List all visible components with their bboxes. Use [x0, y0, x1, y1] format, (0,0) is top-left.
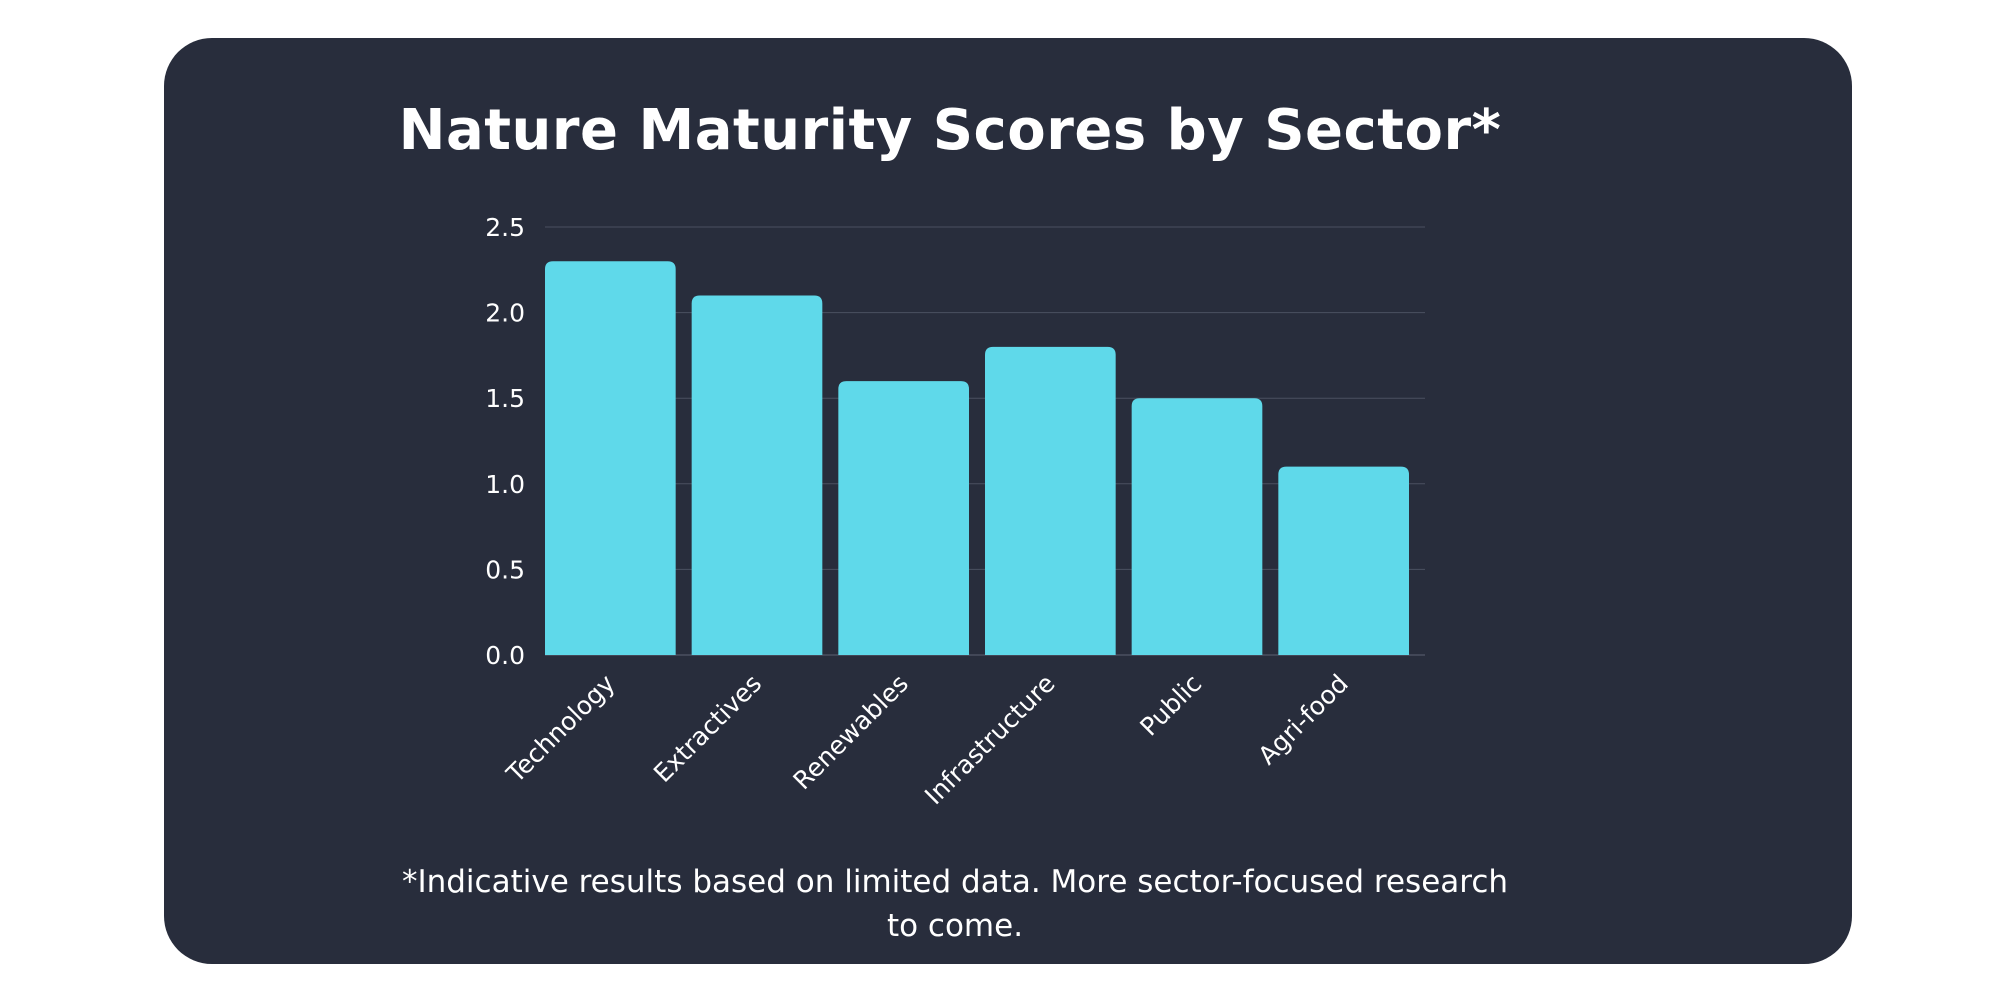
- chart-title: Nature Maturity Scores by Sector*: [398, 98, 1502, 163]
- x-tick-label: Extractives: [648, 669, 767, 788]
- footnote-line-2: to come.: [886, 908, 1024, 944]
- bar-extractives: [691, 295, 823, 655]
- y-axis-ticks: 0.0 0.5 1.0 1.5 2.0 2.5: [485, 213, 525, 670]
- bar-public: [1131, 398, 1263, 655]
- footnote-line-1: *Indicative results based on limited dat…: [401, 864, 1509, 900]
- y-tick-label: 1.5: [485, 384, 525, 413]
- x-tick-label: Public: [1134, 669, 1207, 742]
- y-tick-label: 0.0: [485, 641, 525, 670]
- y-tick-label: 0.5: [485, 555, 525, 584]
- x-tick-label: Technology: [500, 669, 620, 789]
- x-tick-label: Renewables: [787, 669, 913, 795]
- x-tick-label: Agri-food: [1252, 669, 1353, 770]
- bar-agri-food: [1278, 466, 1409, 655]
- x-tick-label: Infrastructure: [919, 669, 1060, 810]
- bar-renewables: [838, 381, 969, 655]
- bar-infrastructure: [985, 346, 1116, 655]
- bar-technology: [545, 261, 676, 655]
- y-tick-label: 2.0: [485, 299, 525, 328]
- footnote: *Indicative results based on limited dat…: [0, 860, 1910, 948]
- y-tick-label: 1.0: [485, 470, 525, 499]
- y-tick-label: 2.5: [485, 213, 525, 242]
- x-axis-ticks: Technology Extractives Renewables Infrastru…: [500, 669, 1354, 811]
- bars: [545, 261, 1409, 655]
